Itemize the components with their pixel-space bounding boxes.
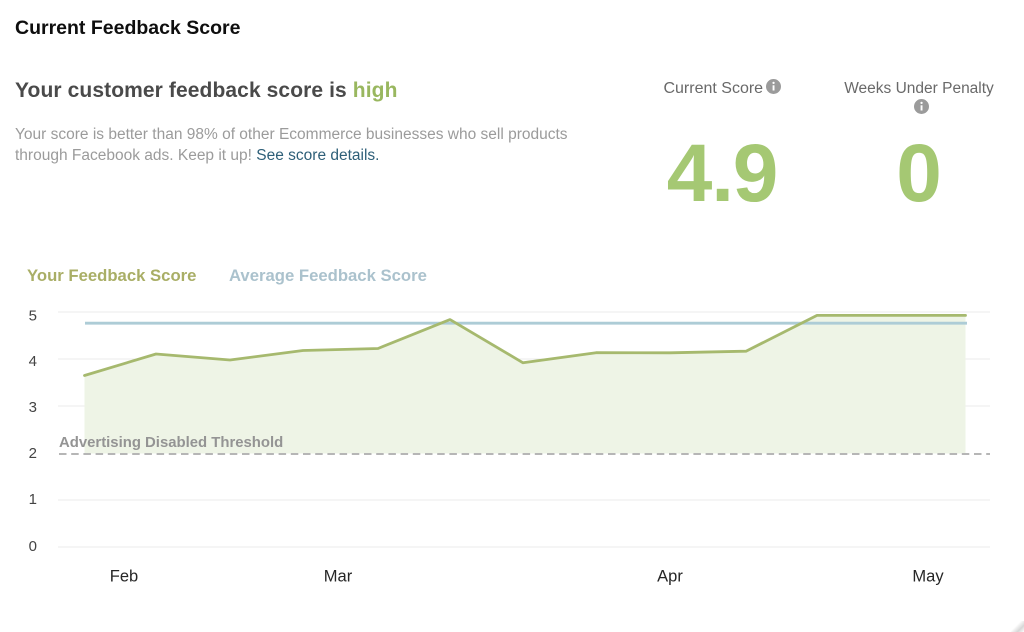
svg-text:4: 4 — [29, 353, 37, 370]
svg-text:5: 5 — [29, 308, 37, 325]
svg-text:Apr: Apr — [657, 568, 683, 586]
svg-text:Feb: Feb — [110, 568, 138, 586]
svg-text:Advertising Disabled Threshold: Advertising Disabled Threshold — [59, 435, 283, 451]
svg-text:0: 0 — [29, 538, 37, 555]
svg-text:3: 3 — [29, 399, 37, 416]
svg-text:1: 1 — [29, 491, 37, 508]
svg-text:May: May — [912, 568, 944, 586]
svg-text:2: 2 — [29, 445, 37, 462]
svg-text:Mar: Mar — [324, 568, 353, 586]
